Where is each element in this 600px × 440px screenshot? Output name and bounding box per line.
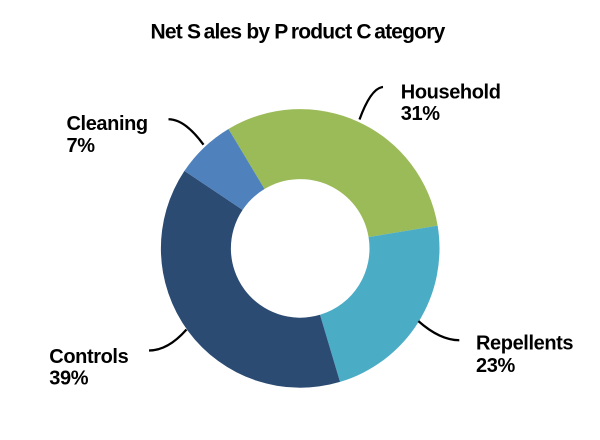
svg-text:7%: 7% — [67, 135, 96, 157]
svg-text:Controls: Controls — [49, 346, 128, 368]
svg-text:23%: 23% — [476, 355, 515, 377]
svg-text:39%: 39% — [49, 368, 88, 390]
svg-text:31%: 31% — [401, 103, 440, 125]
svg-text:Household: Household — [401, 82, 501, 104]
svg-text:Repellents: Repellents — [476, 333, 573, 355]
svg-text:Cleaning: Cleaning — [67, 113, 148, 135]
svg-text:Net S ales by P roduct C atego: Net S ales by P roduct C ategory — [151, 21, 446, 44]
